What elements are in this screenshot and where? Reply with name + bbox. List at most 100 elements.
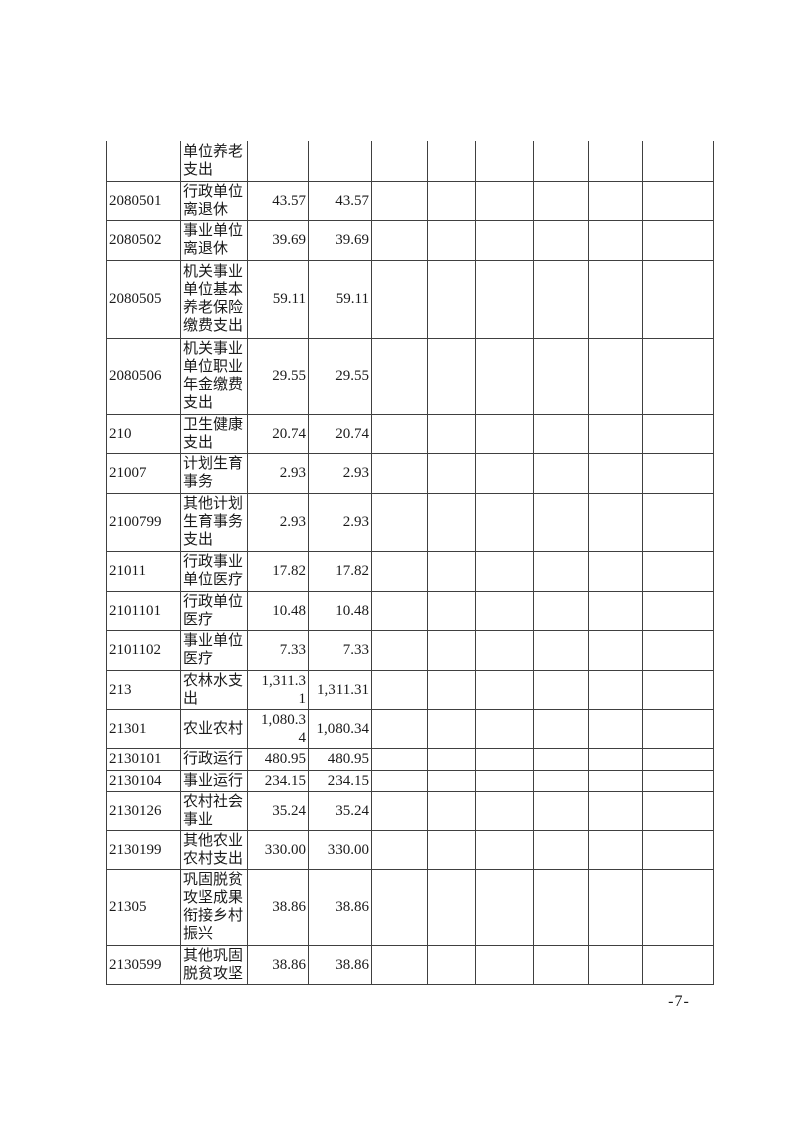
budget-item-name-cell: 其他计划生育事务支出 (180, 492, 248, 552)
empty-cell (533, 337, 589, 415)
budget-code-cell (106, 141, 181, 182)
empty-cell (533, 219, 589, 261)
budget-code-cell: 213 (106, 669, 181, 710)
empty-cell (588, 492, 643, 552)
budget-code-cell: 2080506 (106, 337, 181, 415)
empty-cell (475, 708, 534, 749)
empty-cell (371, 259, 428, 339)
amount-col2-cell: 20.74 (308, 413, 372, 454)
amount-col1-cell (247, 141, 309, 182)
empty-cell (533, 452, 589, 494)
empty-cell (475, 452, 534, 494)
empty-cell (427, 337, 476, 415)
empty-cell (642, 141, 714, 182)
budget-item-name-cell: 农业农村 (180, 708, 248, 749)
empty-cell (371, 492, 428, 552)
table-row: 2080505 机关事业单位基本养老保险缴费支出 59.11 59.11 (106, 259, 714, 339)
amount-col2-cell: 234.15 (308, 769, 372, 792)
amount-col2-cell: 43.57 (308, 180, 372, 221)
empty-cell (533, 829, 589, 870)
empty-cell (533, 708, 589, 749)
amount-col1-cell: 38.86 (247, 944, 309, 985)
empty-cell (427, 769, 476, 792)
empty-cell (427, 747, 476, 771)
budget-code-cell: 2080502 (106, 219, 181, 261)
table-row: 2130599 其他巩固脱贫攻坚 38.86 38.86 (106, 944, 714, 985)
budget-item-name-cell: 事业运行 (180, 769, 248, 792)
empty-cell (642, 747, 714, 771)
budget-item-name-cell: 行政单位离退休 (180, 180, 248, 221)
empty-cell (533, 492, 589, 552)
budget-item-name-cell: 单位养老支出 (180, 141, 248, 182)
table-row: 21007 计划生育事务 2.93 2.93 (106, 452, 714, 494)
empty-cell (642, 180, 714, 221)
empty-cell (371, 708, 428, 749)
empty-cell (475, 790, 534, 831)
empty-cell (371, 868, 428, 946)
empty-cell (475, 337, 534, 415)
empty-cell (475, 590, 534, 631)
empty-cell (371, 452, 428, 494)
empty-cell (371, 769, 428, 792)
empty-cell (588, 708, 643, 749)
budget-code-cell: 2130101 (106, 747, 181, 771)
empty-cell (371, 219, 428, 261)
budget-code-cell: 2130599 (106, 944, 181, 985)
table-row: 2080501 行政单位离退休 43.57 43.57 (106, 180, 714, 221)
budget-item-name-cell: 农林水支出 (180, 669, 248, 710)
empty-cell (475, 259, 534, 339)
budget-code-cell: 21011 (106, 550, 181, 592)
empty-cell (588, 259, 643, 339)
empty-cell (642, 944, 714, 985)
budget-code-cell: 2130126 (106, 790, 181, 831)
budget-item-name-cell: 卫生健康支出 (180, 413, 248, 454)
empty-cell (427, 550, 476, 592)
budget-code-cell: 21301 (106, 708, 181, 749)
amount-col1-cell: 35.24 (247, 790, 309, 831)
amount-col1-cell: 2.93 (247, 452, 309, 494)
budget-item-name-cell: 农村社会事业 (180, 790, 248, 831)
empty-cell (588, 590, 643, 631)
budget-code-cell: 2080501 (106, 180, 181, 221)
empty-cell (588, 219, 643, 261)
table-row: 2100799 其他计划生育事务支出 2.93 2.93 (106, 492, 714, 552)
table-row: 2101102 事业单位医疗 7.33 7.33 (106, 629, 714, 671)
amount-col1-cell: 39.69 (247, 219, 309, 261)
amount-col1-cell: 20.74 (247, 413, 309, 454)
budget-item-name-cell: 事业单位医疗 (180, 629, 248, 671)
empty-cell (427, 829, 476, 870)
table-row: 2130126 农村社会事业 35.24 35.24 (106, 790, 714, 831)
budget-code-cell: 2100799 (106, 492, 181, 552)
empty-cell (371, 141, 428, 182)
empty-cell (475, 747, 534, 771)
empty-cell (371, 669, 428, 710)
empty-cell (475, 629, 534, 671)
empty-cell (588, 337, 643, 415)
table-row: 213 农林水支出 1,311.3 1 1,311.31 (106, 669, 714, 710)
amount-col2-cell: 29.55 (308, 337, 372, 415)
amount-col2-cell: 2.93 (308, 492, 372, 552)
empty-cell (642, 550, 714, 592)
amount-col1-cell: 1,080.3 4 (247, 708, 309, 749)
empty-cell (642, 219, 714, 261)
empty-cell (475, 944, 534, 985)
empty-cell (371, 747, 428, 771)
amount-col2-cell: 10.48 (308, 590, 372, 631)
empty-cell (371, 829, 428, 870)
budget-item-name-cell: 事业单位离退休 (180, 219, 248, 261)
empty-cell (475, 141, 534, 182)
empty-cell (533, 790, 589, 831)
empty-cell (427, 219, 476, 261)
budget-item-name-cell: 其他巩固脱贫攻坚 (180, 944, 248, 985)
amount-col1-cell: 480.95 (247, 747, 309, 771)
budget-item-name-cell: 巩固脱贫攻坚成果衔接乡村振兴 (180, 868, 248, 946)
empty-cell (533, 944, 589, 985)
empty-cell (427, 413, 476, 454)
empty-cell (533, 629, 589, 671)
budget-item-name-cell: 行政运行 (180, 747, 248, 771)
empty-cell (427, 590, 476, 631)
empty-cell (533, 590, 589, 631)
table-row: 2080506 机关事业单位职业年金缴费支出 29.55 29.55 (106, 337, 714, 415)
empty-cell (642, 413, 714, 454)
